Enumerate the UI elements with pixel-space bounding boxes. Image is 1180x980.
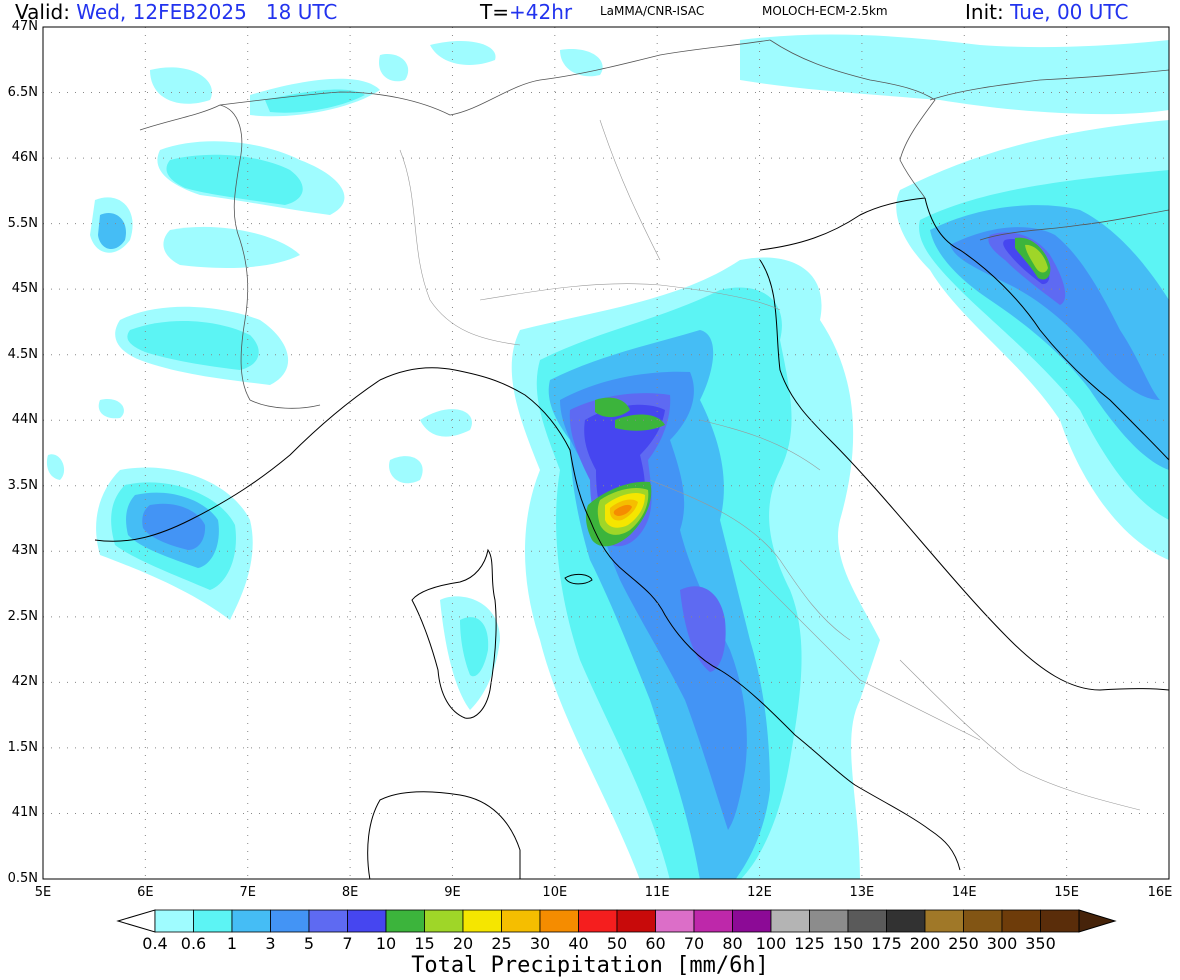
legend-level-label: 125 (794, 934, 825, 953)
legend-color-box (886, 909, 926, 933)
legend-level-label: 1 (226, 934, 238, 953)
precip-heavy-core (605, 493, 645, 528)
legend-under-arrow (116, 909, 156, 933)
legend-level-label: 175 (871, 934, 902, 953)
lon-tick-label: 12E (747, 885, 772, 900)
legend-color-box (732, 909, 772, 933)
lon-tick-label: 9E (444, 885, 461, 900)
coastlines (94, 197, 1169, 879)
legend-color-box (539, 909, 579, 933)
legend-color-box (1040, 909, 1080, 933)
legend-level-label: 70 (683, 934, 705, 953)
t-label: T= (480, 0, 509, 24)
map-frame (42, 26, 1170, 880)
precipitation-field (46, 34, 1169, 879)
legend-level-label: 30 (529, 934, 551, 953)
legend-color-box (847, 909, 887, 933)
legend-level-label: 10 (375, 934, 397, 953)
legend-level-label: 300 (986, 934, 1018, 953)
lon-tick-label: 13E (849, 885, 875, 900)
init-value: Tue, 00 UTC (1010, 0, 1129, 24)
lat-tick-label: 3.5N (7, 477, 38, 493)
lat-tick-label: 4.5N (7, 346, 38, 362)
legend-level-label: 200 (909, 934, 941, 953)
legend-color-box (231, 909, 271, 933)
legend-color-box (693, 909, 733, 933)
lat-tick-label: 2.5N (7, 608, 38, 624)
legend-color-box (770, 909, 810, 933)
legend-color-box (154, 909, 194, 933)
lon-tick-label: 10E (542, 885, 568, 900)
legend-level-label: 60 (645, 934, 666, 953)
valid-label: Valid: (15, 0, 70, 24)
legend-title: Total Precipitation [mm/6h] (411, 953, 769, 978)
lat-tick-label: 44N (11, 412, 38, 428)
legend-color-box (424, 909, 464, 933)
regional-borders (399, 119, 1141, 811)
legend-level-label: 3 (265, 934, 276, 953)
color-legend (116, 909, 1117, 933)
legend-color-box (462, 909, 502, 933)
lon-tick-label: 6E (137, 885, 154, 900)
lat-tick-label: 6.5N (7, 84, 38, 100)
legend-color-box (924, 909, 964, 933)
lon-tick-label: 11E (644, 885, 670, 900)
legend-level-label: 5 (303, 934, 315, 953)
legend-level-label: 350 (1025, 934, 1056, 953)
legend-level-label: 7 (342, 934, 353, 953)
lat-tick-label: 41N (11, 805, 38, 821)
precipitation-map (42, 26, 1170, 880)
lon-tick-label: 15E (1054, 885, 1079, 900)
legend-color-box (347, 909, 387, 933)
legend-color-box (616, 909, 656, 933)
legend-level-label: 0.4 (142, 934, 168, 953)
init-time: Init: Tue, 00 UTC (965, 0, 1128, 24)
org-label: LaMMA/CNR-ISAC (600, 4, 705, 18)
legend-level-label: 40 (568, 934, 589, 953)
legend-color-box (655, 909, 695, 933)
lon-tick-label: 5E (34, 885, 52, 900)
lat-tick-label: 47N (11, 19, 38, 34)
lat-tick-label: 42N (11, 674, 38, 690)
valid-time: Valid: Wed, 12FEB2025 18 UTC (15, 0, 337, 24)
legend-level-label: 250 (948, 934, 979, 953)
valid-value: Wed, 12FEB2025 18 UTC (76, 0, 338, 24)
forecast-hour: T=+42hr (480, 0, 572, 24)
legend-color-box (308, 909, 348, 933)
legend-level-label: 100 (755, 934, 787, 953)
legend-level-label: 0.6 (180, 934, 207, 953)
legend-color-box (270, 909, 310, 933)
lat-tick-label: 0.5N (7, 871, 38, 886)
legend-color-box (1001, 909, 1041, 933)
legend-level-label: 50 (606, 934, 628, 953)
lon-tick-label: 8E (341, 885, 359, 900)
legend-color-box (963, 909, 1003, 933)
lon-tick-label: 16E (1147, 885, 1173, 900)
legend-color-box (501, 909, 541, 933)
model-label: MOLOCH-ECM-2.5km (762, 4, 888, 18)
legend-level-label: 150 (832, 934, 864, 953)
t-value: +42hr (508, 0, 573, 24)
init-label: Init: (965, 0, 1004, 24)
political-borders (139, 39, 1169, 409)
legend-level-label: 25 (491, 934, 512, 953)
legend-level-label: 15 (414, 934, 435, 953)
lon-tick-label: 14E (951, 885, 977, 900)
lon-tick-label: 7E (239, 885, 256, 900)
legend-color-box (385, 909, 425, 933)
lat-tick-label: 43N (11, 543, 38, 559)
legend-color-box (578, 909, 618, 933)
lat-tick-label: 1.5N (7, 739, 38, 755)
lat-tick-label: 45N (11, 281, 38, 297)
legend-level-label: 20 (452, 934, 474, 953)
lat-tick-label: 5.5N (7, 215, 38, 231)
legend-level-label: 80 (722, 934, 743, 953)
legend-color-box (809, 909, 849, 933)
legend-color-box (193, 909, 233, 933)
lat-tick-label: 46N (11, 150, 38, 166)
legend-over-arrow (1078, 909, 1117, 933)
